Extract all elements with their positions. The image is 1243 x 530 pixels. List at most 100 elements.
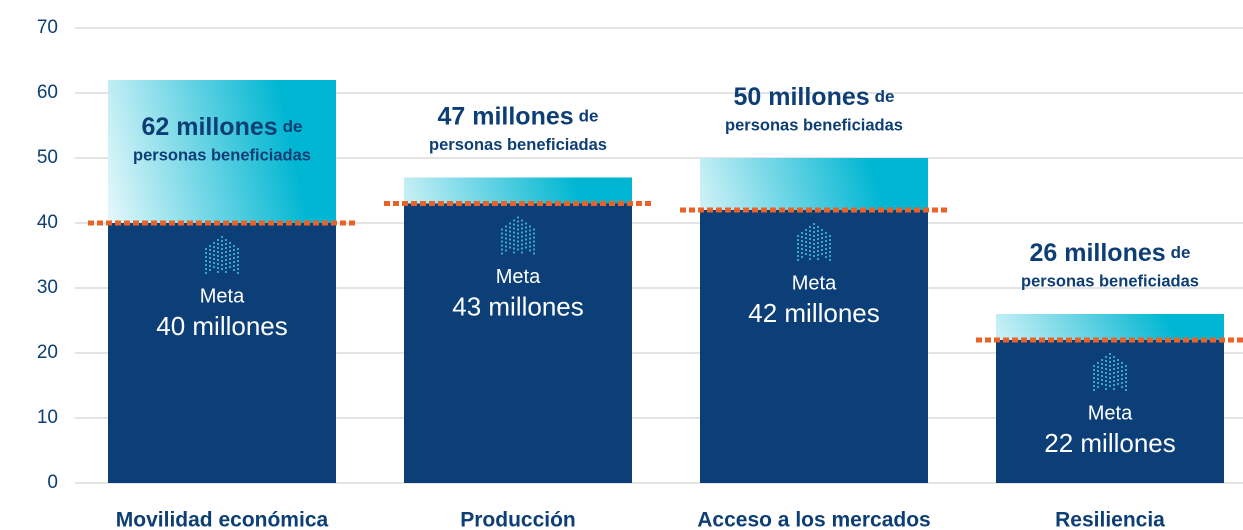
arrow-dot bbox=[204, 271, 208, 275]
arrow-dot bbox=[520, 251, 524, 254]
arrow-dot bbox=[224, 266, 228, 270]
arrow-dot bbox=[220, 263, 224, 267]
arrow-dot bbox=[808, 233, 812, 237]
y-tick-label: 40 bbox=[37, 212, 58, 233]
arrow-dot bbox=[504, 249, 508, 252]
arrow-dot bbox=[224, 262, 228, 266]
value-label-number: 47 millones bbox=[437, 102, 573, 130]
y-tick-label: 60 bbox=[37, 82, 58, 103]
arrow-dot bbox=[800, 255, 804, 259]
value-label-suffix: de bbox=[1171, 243, 1191, 262]
arrow-dot bbox=[232, 244, 236, 248]
arrow-dot bbox=[504, 233, 508, 236]
arrow-dot bbox=[824, 231, 828, 235]
arrow-dot bbox=[796, 254, 800, 258]
arrow-dot bbox=[216, 266, 220, 270]
arrow-dot bbox=[224, 258, 228, 262]
arrow-dot bbox=[828, 234, 832, 238]
arrow-dot bbox=[1120, 373, 1124, 377]
arrow-dot bbox=[208, 252, 212, 256]
arrow-dot bbox=[816, 257, 820, 261]
arrow-dot bbox=[796, 246, 800, 250]
arrow-dot bbox=[204, 259, 208, 263]
target-bar bbox=[996, 340, 1224, 483]
arrow-dot bbox=[504, 245, 508, 248]
arrow-dot bbox=[216, 238, 220, 242]
value-label-suffix: de bbox=[283, 117, 303, 136]
arrow-dot bbox=[220, 239, 224, 243]
arrow-dot bbox=[520, 223, 524, 226]
arrow-dot bbox=[516, 248, 520, 251]
arrow-dot bbox=[204, 255, 208, 259]
arrow-dot bbox=[1092, 388, 1096, 392]
arrow-dot bbox=[1100, 362, 1104, 366]
arrow-dot bbox=[528, 245, 532, 248]
arrow-dot bbox=[816, 233, 820, 237]
arrow-dot bbox=[828, 238, 832, 242]
arrow-dot bbox=[528, 225, 532, 228]
arrow-dot bbox=[512, 239, 516, 242]
arrow-dot bbox=[204, 267, 208, 271]
arrow-dot bbox=[228, 253, 232, 257]
arrow-dot bbox=[1116, 366, 1120, 370]
arrow-dot bbox=[1104, 379, 1108, 383]
arrow-dot bbox=[224, 238, 228, 242]
arrow-dot bbox=[1104, 355, 1108, 359]
arrow-dot bbox=[1092, 380, 1096, 384]
arrow-dot bbox=[1124, 384, 1128, 388]
arrow-dot bbox=[224, 246, 228, 250]
arrow-dot bbox=[1120, 365, 1124, 369]
arrow-dot bbox=[224, 242, 228, 246]
arrow-dot bbox=[520, 231, 524, 234]
arrow-dot bbox=[520, 219, 524, 222]
arrow-dot bbox=[804, 232, 808, 236]
arrow-dot bbox=[816, 253, 820, 257]
arrow-dot bbox=[1112, 367, 1116, 371]
arrow-dot bbox=[228, 261, 232, 265]
arrow-dot bbox=[824, 255, 828, 259]
arrow-dot bbox=[208, 244, 212, 248]
arrow-dot bbox=[216, 262, 220, 266]
target-label: 40 millones bbox=[156, 311, 288, 341]
arrow-dot bbox=[500, 248, 504, 251]
arrow-dot bbox=[504, 229, 508, 232]
arrow-dot bbox=[808, 241, 812, 245]
arrow-dot bbox=[512, 231, 516, 234]
arrow-dot bbox=[220, 267, 224, 271]
arrow-dot bbox=[228, 257, 232, 261]
value-label-caption: personas beneficiadas bbox=[725, 116, 903, 134]
arrow-dot bbox=[1112, 355, 1116, 359]
arrow-dot bbox=[236, 251, 240, 255]
arrow-dot bbox=[520, 243, 524, 246]
arrow-dot bbox=[528, 237, 532, 240]
arrow-dot bbox=[1108, 368, 1112, 372]
arrow-dot bbox=[804, 248, 808, 252]
arrow-dot bbox=[820, 244, 824, 248]
value-label-number: 50 millones bbox=[733, 83, 869, 111]
arrow-dot bbox=[1092, 384, 1096, 388]
arrow-dot bbox=[236, 271, 240, 275]
arrow-dot bbox=[800, 239, 804, 243]
arrow-dot bbox=[1092, 376, 1096, 380]
arrow-dot bbox=[1112, 359, 1116, 363]
arrow-dot bbox=[1104, 375, 1108, 379]
arrow-dot bbox=[516, 228, 520, 231]
arrow-dot bbox=[812, 234, 816, 238]
target-label: 22 millones bbox=[1044, 428, 1176, 458]
arrow-dot bbox=[504, 241, 508, 244]
arrow-dot bbox=[220, 259, 224, 263]
arrow-dot bbox=[1108, 372, 1112, 376]
arrow-dot bbox=[1096, 365, 1100, 369]
value-label: 62 millones de bbox=[141, 113, 302, 141]
arrow-dot bbox=[528, 241, 532, 244]
arrow-dot bbox=[532, 244, 536, 247]
arrow-dot bbox=[236, 247, 240, 251]
arrow-dot bbox=[1124, 364, 1128, 368]
arrow-dot bbox=[228, 265, 232, 269]
arrow-dot bbox=[824, 239, 828, 243]
arrow-dot bbox=[516, 244, 520, 247]
value-label-suffix: de bbox=[579, 107, 599, 126]
arrow-dot bbox=[516, 216, 520, 219]
arrow-dot bbox=[820, 228, 824, 232]
